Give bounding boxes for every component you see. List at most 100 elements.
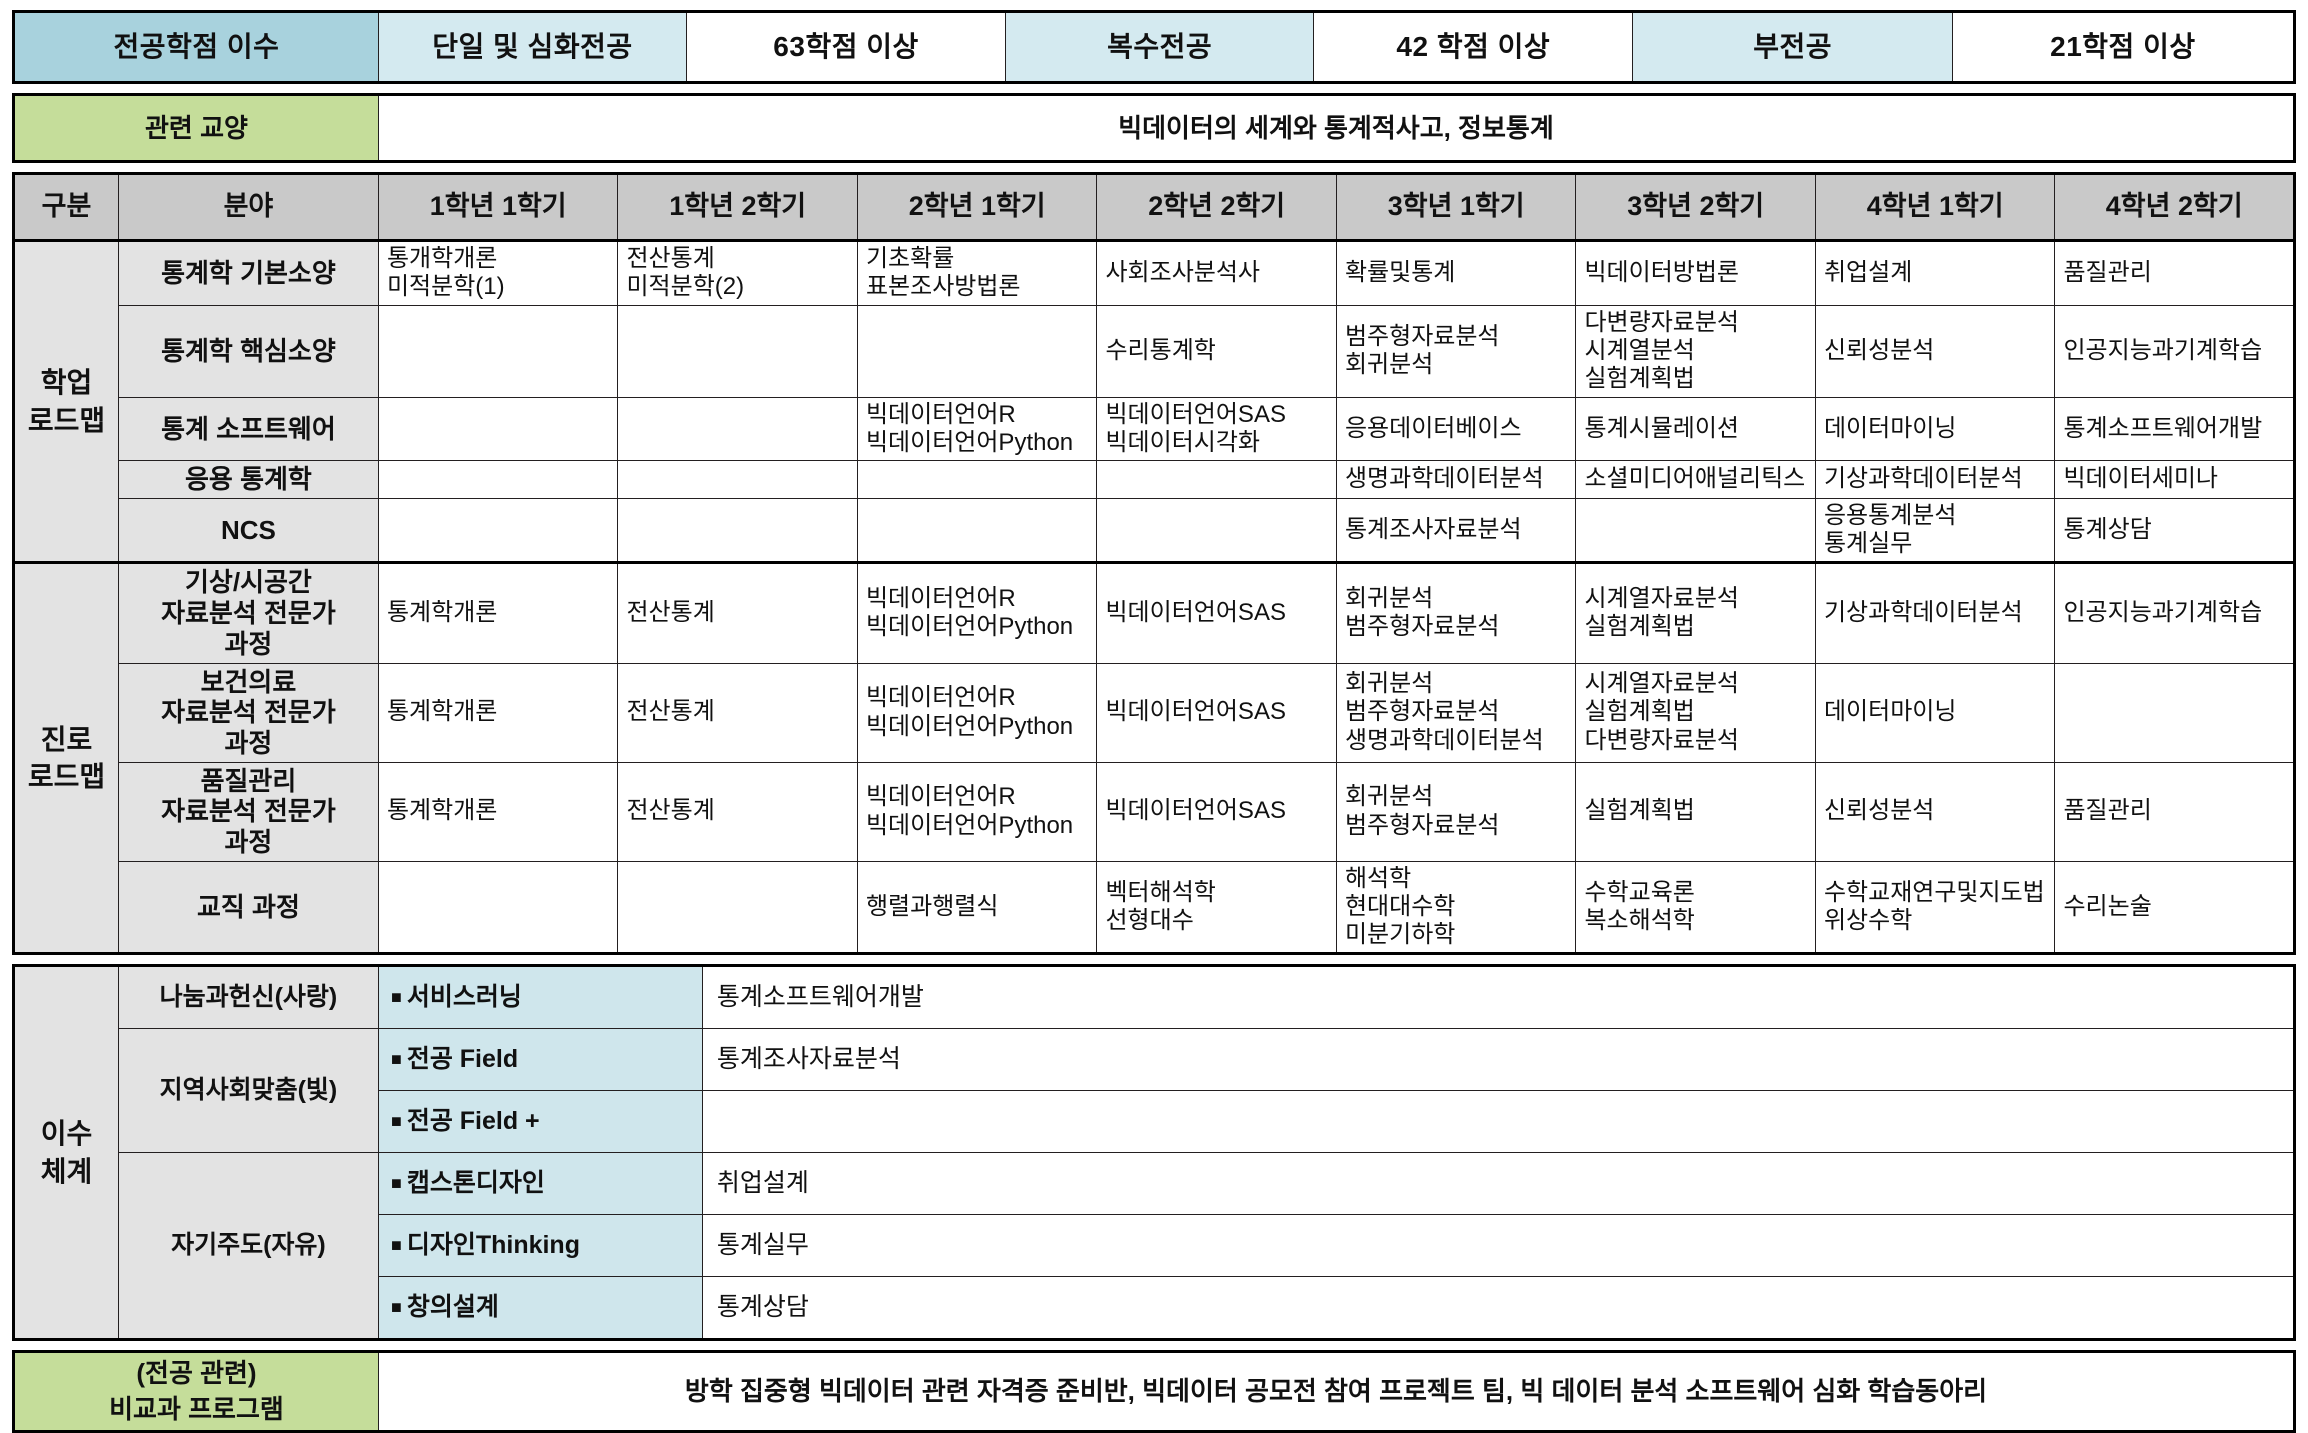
liberal-arts-row: 관련 교양 빅데이터의 세계와 통계적사고, 정보통계 [13,94,2296,162]
roadmap-course-cell [2054,662,2295,763]
roadmap-course-cell [856,460,1098,499]
roadmap-row: 통계 소프트웨어 빅데이터언어R 빅데이터언어Python 빅데이터언어SAS 빅데… [14,396,2295,462]
credits-item-value-double-major: 42 학점 이상 [1313,11,1634,83]
roadmap-course-cell [617,304,858,398]
roadmap-course-cell: 시계열자료분석 실험계획법 다변량자료분석 [1575,662,1816,763]
roadmap-course-cell: 빅데이터방법론 [1575,239,1816,306]
roadmap-course-cell: 빅데이터언어SAS 빅데이터시각화 [1096,396,1337,462]
roadmap-course-cell: 인공지능과기계학습 [2054,561,2295,664]
roadmap-course-cell: 범주형자료분석 회귀분석 [1335,304,1577,398]
roadmap-row: 품질관리 자료분석 전문가 과정 통계학개론 전산통계 빅데이터언어R 빅데이터언어P… [14,761,2295,862]
system-category-label: 지역사회맞춤(빛) [117,1028,379,1154]
roadmap-course-cell: 실험계획법 [1575,761,1816,862]
roadmap-course-cell [377,396,619,462]
roadmap-field-label: 교직 과정 [117,860,379,955]
roadmap-course-cell: 통계상담 [2054,497,2295,564]
credits-item-name-double-major: 복수전공 [1005,11,1315,83]
roadmap-course-cell: 수학교재연구및지도법 위상수학 [1814,860,2056,955]
curriculum-roadmap-table: 구분 분야 1학년 1학기 1학년 2학기 2학년 1학기 2학년 2학기 3학… [12,172,2296,956]
system-key-text: 창의설계 [406,1293,499,1322]
roadmap-course-cell [617,497,858,564]
system-row: ■ 창의설계 통계상담 [14,1276,2296,1341]
roadmap-header-y1s2: 1학년 2학기 [617,173,858,241]
roadmap-course-cell: 응용데이터베이스 [1335,396,1577,462]
related-liberal-arts-table: 관련 교양 빅데이터의 세계와 통계적사고, 정보통계 [12,93,2296,163]
system-key-label: ■ 전공 Field [377,1028,703,1092]
credits-item-value-single-intensive: 63학점 이상 [685,11,1007,83]
roadmap-course-cell: 빅데이터언어SAS [1096,662,1337,763]
roadmap-header-y3s1: 3학년 1학기 [1335,173,1577,241]
credits-item-name-minor: 부전공 [1632,11,1953,83]
roadmap-course-cell [377,304,619,398]
roadmap-header-y4s1: 4학년 1학기 [1814,173,2056,241]
roadmap-course-cell: 통계조사자료분석 [1335,497,1577,564]
roadmap-field-label: 통계 소프트웨어 [117,396,379,462]
roadmap-course-cell [1575,497,1816,564]
system-key-text: 서비스러닝 [406,983,522,1012]
square-bullet-icon: ■ [390,1173,402,1194]
roadmap-course-cell [1096,497,1337,564]
roadmap-course-cell: 통계학개론 [377,561,619,664]
roadmap-course-cell: 회귀분석 범주형자료분석 [1335,761,1577,862]
major-credits-table: 전공학점 이수 단일 및 심화전공 63학점 이상 복수전공 42 학점 이상 … [12,10,2296,84]
roadmap-course-cell [856,304,1098,398]
credits-item-value-minor: 21학점 이상 [1951,11,2296,83]
roadmap-course-cell: 빅데이터언어SAS [1096,761,1337,862]
roadmap-course-cell: 신뢰성분석 [1814,304,2056,398]
roadmap-course-cell: 인공지능과기계학습 [2054,304,2295,398]
roadmap-course-cell: 생명과학데이터분석 [1335,460,1577,499]
square-bullet-icon: ■ [390,1235,402,1256]
roadmap-course-cell [1096,460,1337,499]
system-row: 자기주도(자유) ■ 캡스톤디자인 취업설계 [14,1152,2296,1341]
system-value-cell: 취업설계 [701,1152,2296,1216]
system-key-label: ■ 창의설계 [377,1276,703,1341]
system-key-text: 디자인Thinking [406,1231,580,1260]
roadmap-course-cell: 사회조사분석사 [1096,239,1337,306]
credits-row: 전공학점 이수 단일 및 심화전공 63학점 이상 복수전공 42 학점 이상 … [13,11,2296,83]
roadmap-course-cell: 빅데이터언어R 빅데이터언어Python [856,662,1098,763]
system-value-cell: 통계조사자료분석 [701,1028,2296,1092]
roadmap-course-cell: 벡터해석학 선형대수 [1096,860,1337,955]
roadmap-course-cell [617,860,858,955]
roadmap-course-cell: 통계학개론 [377,662,619,763]
extracurricular-row: (전공 관련) 비교과 프로그램 방학 집중형 빅데이터 관련 자격증 준비반,… [13,1351,2296,1432]
roadmap-course-cell: 빅데이터언어R 빅데이터언어Python [856,396,1098,462]
roadmap-course-cell [377,860,619,955]
roadmap-field-label: 통계학 기본소양 [117,239,379,306]
system-group-label: 이수 체계 [13,965,119,1341]
roadmap-course-cell: 빅데이터세미나 [2054,460,2295,499]
roadmap-course-cell: 회귀분석 범주형자료분석 [1335,561,1577,664]
roadmap-course-cell: 통개학개론 미적분학(1) [377,239,619,306]
roadmap-course-cell: 수리통계학 [1096,304,1337,398]
roadmap-header-field: 분야 [117,173,379,241]
square-bullet-icon: ■ [390,1049,402,1070]
credits-row-label: 전공학점 이수 [13,11,379,83]
roadmap-row: 교직 과정 행렬과행렬식 벡터해석학 선형대수 해석학 현대대수학 미분기하학 수학교육… [14,860,2295,955]
roadmap-course-cell [856,497,1098,564]
curriculum-roadmap-page: 전공학점 이수 단일 및 심화전공 63학점 이상 복수전공 42 학점 이상 … [12,10,2296,1433]
roadmap-course-cell: 기상과학데이터분석 [1814,561,2056,664]
roadmap-course-cell: 해석학 현대대수학 미분기하학 [1335,860,1577,955]
roadmap-course-cell [617,396,858,462]
roadmap-header-division: 구분 [13,173,119,241]
system-value-cell: 통계실무 [701,1214,2296,1278]
roadmap-course-cell: 전산통계 [617,761,858,862]
system-row: ■ 디자인Thinking 통계실무 [14,1214,2296,1278]
system-value-cell [701,1090,2296,1154]
roadmap-course-cell: 전산통계 미적분학(2) [617,239,858,306]
roadmap-course-cell: 빅데이터언어R 빅데이터언어Python [856,561,1098,664]
roadmap-course-cell: 빅데이터언어R 빅데이터언어Python [856,761,1098,862]
roadmap-field-label: 통계학 핵심소양 [117,304,379,398]
system-key-label: ■ 디자인Thinking [377,1214,703,1278]
roadmap-field-label: 품질관리 자료분석 전문가 과정 [117,761,379,862]
square-bullet-icon: ■ [390,1111,402,1132]
roadmap-course-cell: 전산통계 [617,561,858,664]
roadmap-course-cell [617,460,858,499]
system-key-text: 전공 Field [406,1045,519,1074]
system-value-cell: 통계소프트웨어개발 [701,965,2296,1030]
roadmap-course-cell [377,460,619,499]
system-key-label: ■ 캡스톤디자인 [377,1152,703,1216]
liberal-arts-value: 빅데이터의 세계와 통계적사고, 정보통계 [377,94,2296,162]
roadmap-course-cell: 통계시뮬레이션 [1575,396,1816,462]
roadmap-course-cell: 다변량자료분석 시계열분석 실험계획법 [1575,304,1816,398]
